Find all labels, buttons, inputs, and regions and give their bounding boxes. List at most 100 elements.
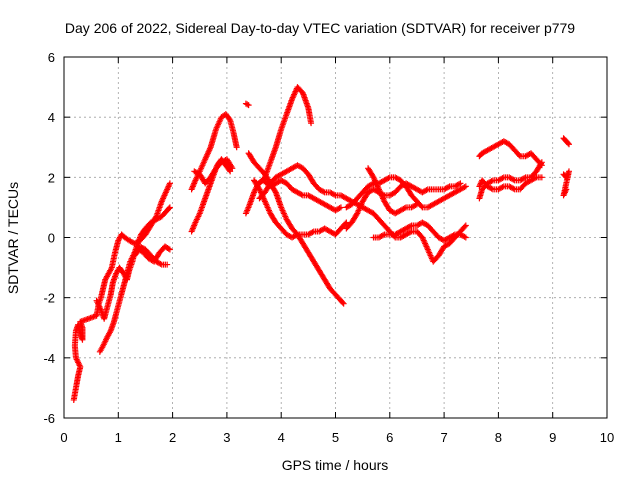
- data-point: [380, 232, 387, 239]
- data-point: [445, 184, 452, 191]
- data-point: [462, 183, 469, 190]
- data-point: [537, 161, 544, 168]
- x-tick-label: 1: [115, 430, 122, 445]
- data-point: [343, 219, 350, 226]
- data-point: [510, 176, 517, 183]
- y-tick-label: -2: [43, 291, 55, 306]
- data-point: [331, 191, 338, 198]
- data-point: [166, 204, 173, 211]
- x-tick-label: 7: [440, 430, 447, 445]
- data-point: [488, 185, 495, 192]
- grid: [64, 57, 607, 418]
- y-tick-label: 6: [48, 50, 55, 65]
- data-point: [308, 120, 315, 127]
- data-point: [565, 140, 572, 147]
- data-point: [538, 174, 545, 181]
- data-point: [385, 175, 392, 182]
- y-tick-label: 0: [48, 231, 55, 246]
- data-point: [227, 168, 234, 175]
- data-point: [226, 167, 233, 174]
- data-point: [457, 180, 464, 187]
- x-tick-label: 8: [495, 430, 502, 445]
- data-series: [370, 219, 469, 244]
- data-point: [461, 233, 468, 240]
- data-series: [256, 162, 469, 265]
- x-tick-label: 9: [549, 430, 556, 445]
- data-point: [532, 175, 539, 182]
- data-point: [165, 205, 172, 212]
- data-point: [521, 175, 528, 182]
- data-point: [337, 204, 344, 211]
- data-point: [516, 152, 523, 159]
- data-point: [462, 234, 469, 241]
- data-point: [309, 229, 316, 236]
- data-point: [293, 232, 300, 239]
- data-point: [461, 223, 468, 230]
- data-point: [166, 180, 173, 187]
- data-point: [499, 184, 506, 191]
- data-series: [343, 174, 469, 211]
- data-point: [369, 181, 376, 188]
- data-points: [70, 84, 572, 403]
- data-point: [229, 165, 236, 172]
- data-point: [499, 175, 506, 182]
- data-point: [165, 245, 172, 252]
- y-tick-label: -6: [43, 411, 55, 426]
- data-point: [271, 188, 278, 195]
- data-point: [228, 164, 235, 171]
- data-point: [407, 223, 414, 230]
- data-point: [412, 202, 419, 209]
- data-series: [188, 156, 234, 235]
- data-series: [242, 100, 252, 109]
- x-tick-label: 5: [332, 430, 339, 445]
- x-axis: 0 1 2 3 4 5 6 7 8 9 10: [60, 57, 614, 445]
- data-point: [320, 188, 327, 195]
- y-axis-label: SDTVAR / TECUs: [5, 182, 21, 294]
- x-tick-label: 0: [60, 430, 67, 445]
- data-point: [226, 115, 233, 122]
- data-point: [164, 261, 171, 268]
- data-series: [245, 150, 347, 307]
- data-point: [462, 222, 469, 229]
- data-point: [423, 187, 430, 194]
- x-tick-label: 2: [169, 430, 176, 445]
- data-point: [298, 191, 305, 198]
- y-tick-label: 2: [48, 170, 55, 185]
- data-point: [336, 205, 343, 212]
- chart-title: Day 206 of 2022, Sidereal Day-to-day VTE…: [65, 20, 575, 36]
- data-series: [70, 180, 173, 403]
- data-series: [188, 111, 240, 193]
- data-point: [407, 229, 414, 236]
- data-point: [166, 246, 173, 253]
- data-point: [413, 201, 420, 208]
- data-series: [256, 84, 315, 187]
- data-series: [476, 174, 545, 193]
- data-point: [340, 300, 347, 307]
- x-axis-label: GPS time / hours: [282, 457, 389, 473]
- x-tick-label: 4: [278, 430, 285, 445]
- data-point: [456, 181, 463, 188]
- data-series: [365, 165, 420, 217]
- data-point: [488, 178, 495, 185]
- data-series: [343, 180, 464, 232]
- x-tick-label: 6: [386, 430, 393, 445]
- x-tick-label: 3: [223, 430, 230, 445]
- data-point: [401, 205, 408, 212]
- data-point: [510, 185, 517, 192]
- y-tick-label: 4: [48, 110, 55, 125]
- data-series: [96, 243, 171, 355]
- x-tick-label: 10: [600, 430, 614, 445]
- data-point: [233, 144, 240, 151]
- data-point: [418, 203, 425, 210]
- data-point: [450, 232, 457, 239]
- data-series: [131, 243, 173, 265]
- data-series: [191, 156, 236, 187]
- data-series: [251, 177, 350, 241]
- data-point: [563, 186, 570, 193]
- data-series: [560, 135, 572, 199]
- data-point: [244, 101, 251, 108]
- data-point: [565, 141, 572, 148]
- data-point: [339, 299, 346, 306]
- data-series: [476, 138, 545, 169]
